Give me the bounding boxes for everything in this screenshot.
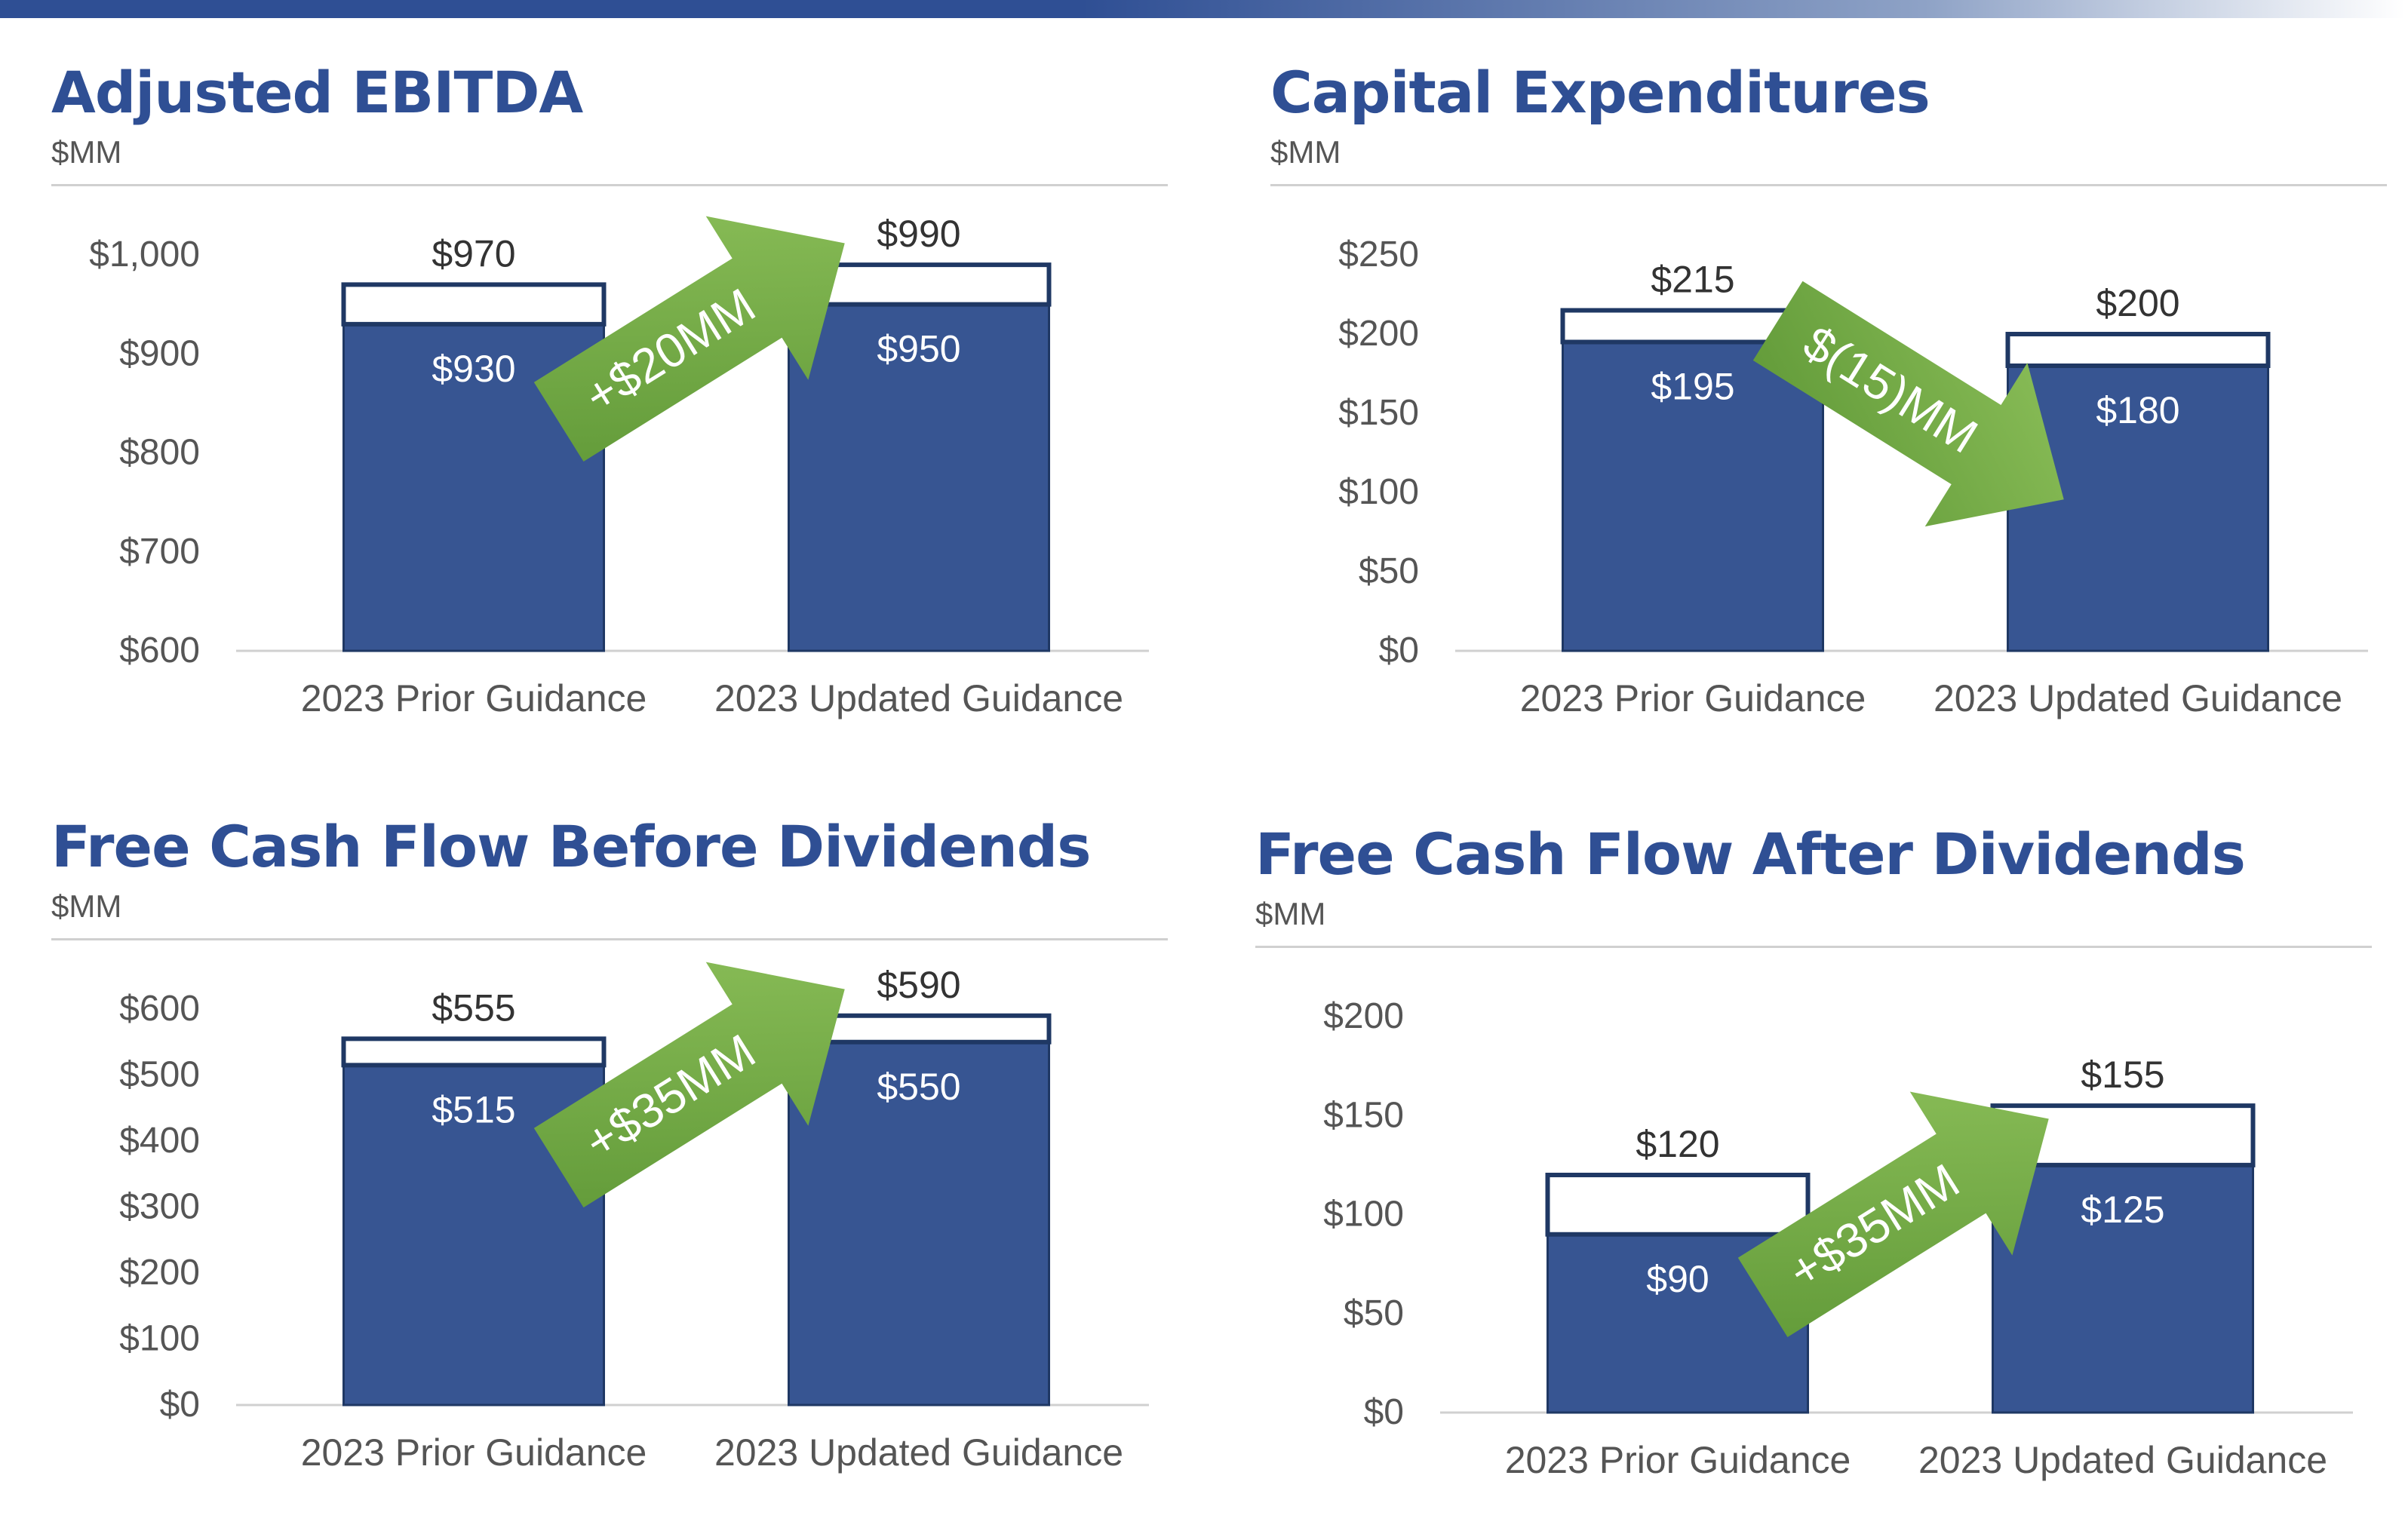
chart-panel-fcf-before-dividends: Free Cash Flow Before Dividends $MM $0 $1…: [51, 813, 1175, 1522]
data-label-low: $930: [432, 348, 515, 390]
data-label-high: $155: [2081, 1054, 2164, 1096]
data-label-high: $555: [432, 986, 515, 1029]
y-tick-label: $800: [119, 433, 200, 473]
chart-plot: $600 $700 $800 $900 $1,000 $970 $930 2023 Prior…: [89, 213, 1149, 719]
data-label-high: $990: [877, 213, 960, 255]
y-tick-label: $1,000: [89, 235, 200, 275]
chart-unit: $MM: [51, 888, 122, 924]
divider: [51, 938, 1168, 940]
y-tick-label: $100: [119, 1319, 200, 1359]
data-label-high: $215: [1651, 259, 1734, 301]
category-label: 2023 Updated Guidance: [714, 677, 1123, 719]
chart-plot: $0 $50 $100 $150 $200 $250 $215 $195 2023 Prior …: [1338, 235, 2368, 719]
y-tick-label: $50: [1344, 1293, 1404, 1333]
data-label-low: $950: [877, 328, 960, 370]
chart-title: Capital Expenditures: [1270, 59, 1930, 126]
data-label-high: $970: [432, 232, 515, 275]
bar-high-range: [1545, 1173, 1811, 1237]
data-label-high: $120: [1636, 1123, 1719, 1165]
chart-unit: $MM: [51, 134, 122, 170]
y-tick-label: $0: [1364, 1392, 1404, 1432]
y-tick-label: $150: [1338, 393, 1419, 433]
header-rule: [0, 0, 2405, 18]
y-tick-label: $500: [119, 1055, 200, 1095]
arrow-shape: [533, 962, 845, 1208]
y-tick-label: $0: [160, 1385, 200, 1425]
data-label-low: $90: [1646, 1258, 1709, 1300]
bar-high-range: [2005, 332, 2271, 368]
chart-plot: $0 $100 $200 $300 $400 $500 $600 $555 $515 2023 P…: [119, 962, 1149, 1474]
chart-title: Free Cash Flow Before Dividends: [51, 813, 1091, 880]
chart-panel-adjusted-ebitda: Adjusted EBITDA $MM $600 $700 $800 $900 $1,0…: [51, 59, 1175, 753]
chart-panel-capital-expenditures: Capital Expenditures $MM $0 $50 $100 $150 $2…: [1270, 59, 2394, 753]
y-tick-label: $300: [119, 1187, 200, 1227]
bar-high-range: [341, 282, 607, 327]
data-label-low: $515: [432, 1088, 515, 1130]
y-tick-label: $250: [1338, 235, 1419, 275]
category-label: 2023 Updated Guidance: [1918, 1439, 2327, 1481]
bar-high-range: [341, 1036, 607, 1068]
y-tick-label: $900: [119, 333, 200, 373]
arrow-shape: [1737, 1091, 2049, 1337]
category-label: 2023 Prior Guidance: [1520, 677, 1866, 719]
bar-low: [2007, 364, 2269, 652]
bar-low: [788, 1041, 1050, 1407]
bar-low: [788, 303, 1050, 652]
category-label: 2023 Updated Guidance: [714, 1431, 1123, 1474]
data-label-high: $590: [877, 964, 960, 1006]
chart-unit: $MM: [1255, 896, 1326, 931]
arrow-shape: [533, 216, 845, 462]
chart-unit: $MM: [1270, 134, 1341, 170]
category-label: 2023 Prior Guidance: [301, 677, 647, 719]
data-label-low: $195: [1651, 366, 1734, 408]
bar-low: [1992, 1164, 2254, 1414]
chart-title: Adjusted EBITDA: [51, 59, 583, 126]
y-tick-label: $100: [1323, 1195, 1404, 1235]
y-tick-label: $0: [1379, 630, 1419, 670]
divider: [51, 184, 1168, 186]
y-tick-label: $600: [119, 989, 200, 1029]
category-label: 2023 Prior Guidance: [301, 1431, 647, 1474]
y-tick-label: $200: [1338, 314, 1419, 354]
data-label-low: $125: [2081, 1189, 2164, 1231]
y-tick-label: $50: [1359, 551, 1419, 591]
y-tick-label: $150: [1323, 1095, 1404, 1135]
y-tick-label: $600: [119, 630, 200, 670]
y-tick-label: $400: [119, 1121, 200, 1161]
divider: [1255, 946, 2372, 948]
y-tick-label: $200: [119, 1253, 200, 1293]
data-label-low: $550: [877, 1066, 960, 1108]
chart-plot: $0 $50 $100 $150 $200 $120 $90 2023 Prior Guida…: [1323, 996, 2353, 1481]
data-label-low: $180: [2096, 389, 2179, 431]
category-label: 2023 Updated Guidance: [1934, 677, 2342, 719]
divider: [1270, 184, 2387, 186]
arrow-shape: [1752, 281, 2064, 527]
chart-panel-fcf-after-dividends: Free Cash Flow After Dividends $MM $0 $50…: [1255, 821, 2394, 1529]
data-label-high: $200: [2096, 282, 2179, 324]
y-tick-label: $700: [119, 532, 200, 572]
y-tick-label: $100: [1338, 472, 1419, 512]
y-tick-label: $200: [1323, 996, 1404, 1036]
category-label: 2023 Prior Guidance: [1505, 1439, 1851, 1481]
chart-title: Free Cash Flow After Dividends: [1255, 821, 2246, 888]
